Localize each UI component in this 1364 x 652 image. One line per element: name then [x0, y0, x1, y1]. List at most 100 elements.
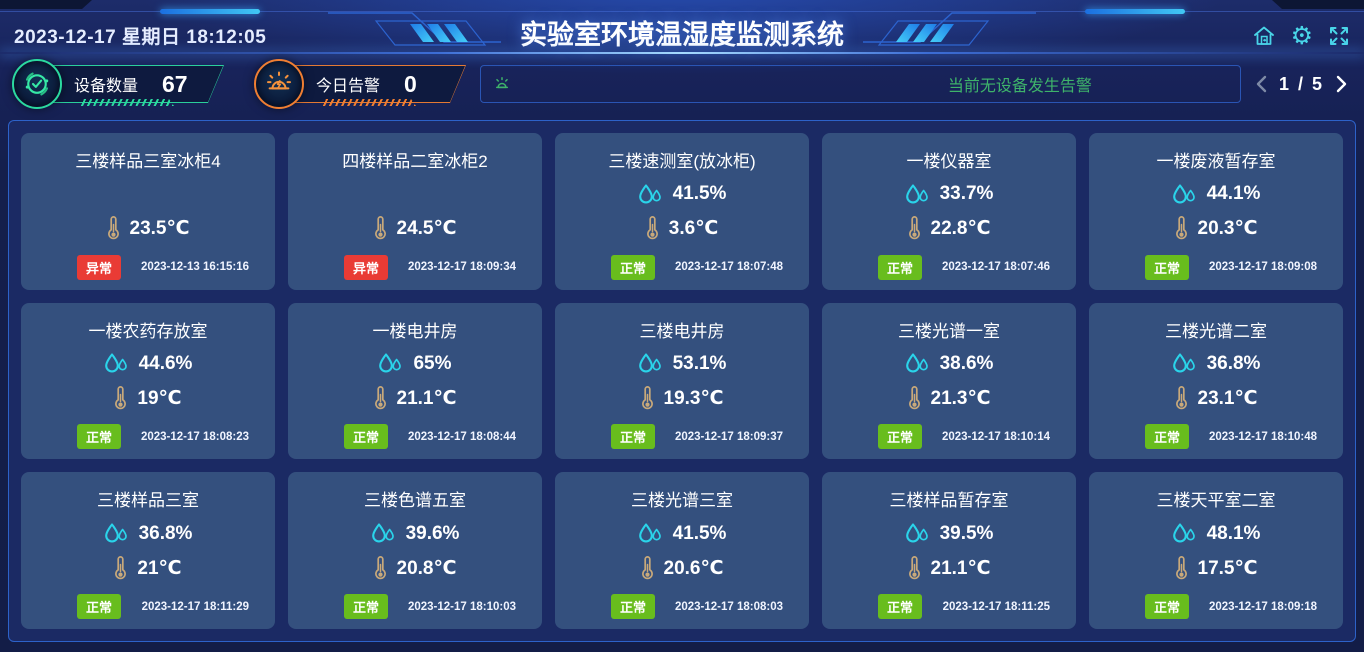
humidity-row: 38.6% [905, 352, 994, 375]
temperature-row: 21.3℃ [908, 386, 991, 411]
humidity-value: 53.1% [672, 352, 727, 374]
thermometer-icon [908, 386, 921, 411]
card-timestamp: 2023-12-17 18:10:14 [941, 430, 1050, 443]
temperature-value: 21℃ [137, 557, 182, 579]
humidity-value: 41.5% [672, 183, 727, 205]
card-body: 33.7% 22.8℃ [834, 172, 1064, 253]
card-footer: 正常 2023-12-17 18:07:48 [567, 254, 797, 280]
alarm-count-widget: 今日告警 0 [254, 59, 466, 109]
humidity-value: 48.1% [1206, 522, 1261, 544]
humidity-value: 44.1% [1206, 183, 1261, 205]
header-top-segment [1085, 9, 1185, 14]
device-card[interactable]: 一楼仪器室 33.7% 2 [822, 133, 1076, 290]
home-icon[interactable] [1252, 24, 1276, 47]
device-card[interactable]: 三楼电井房 53.1% 1 [555, 302, 809, 460]
card-body: 36.8% 21℃ [33, 511, 263, 592]
device-card[interactable]: 一楼电井房 65% 21. [288, 302, 542, 460]
humidity-value: 36.8% [1206, 352, 1261, 374]
card-title: 三楼速测室(放冰柜) [608, 152, 756, 171]
page-indicator: 1 / 5 [1278, 73, 1324, 94]
card-footer: 正常 2023-12-17 18:07:46 [834, 254, 1064, 280]
card-timestamp: 2023-12-17 18:11:29 [141, 600, 249, 613]
humidity-value: 44.6% [138, 352, 193, 374]
card-title: 一楼农药存放室 [88, 321, 208, 341]
thermometer-icon [908, 216, 921, 241]
status-badge: 正常 [1145, 594, 1190, 619]
temperature-value: 21.1℃ [930, 557, 991, 579]
device-card[interactable]: 三楼样品三室 36.8% [21, 472, 275, 629]
gear-icon[interactable]: ⚙ [1290, 21, 1313, 50]
temperature-value: 20.6℃ [663, 557, 724, 579]
device-card[interactable]: 三楼光谱三室 41.5% [555, 472, 809, 629]
humidity-value: 41.5% [672, 522, 727, 544]
card-footer: 正常 2023-12-17 18:10:14 [834, 424, 1064, 450]
humidity-row: 36.8% [1172, 352, 1261, 375]
temperature-row: 17.5℃ [1175, 555, 1258, 581]
status-badge: 正常 [344, 594, 389, 619]
thermometer-icon [908, 555, 921, 581]
card-footer: 正常 2023-12-17 18:08:23 [33, 424, 263, 450]
water-drops-icon [104, 353, 129, 374]
device-card[interactable]: 三楼速测室(放冰柜) 41.5% [555, 133, 809, 290]
thermometer-icon [374, 386, 387, 411]
device-card[interactable]: 三楼天平室二室 48.1% [1089, 472, 1343, 629]
humidity-value: 38.6% [939, 352, 994, 374]
status-badge: 正常 [611, 424, 656, 450]
device-card[interactable]: 三楼样品暂存室 39.5% [822, 472, 1076, 629]
device-card[interactable]: 一楼农药存放室 44.6% [21, 302, 275, 460]
alert-alarm-icon [493, 75, 511, 93]
card-timestamp: 2023-12-17 18:10:03 [407, 600, 516, 613]
title-flank-decoration [328, 12, 501, 46]
water-drops-icon [1172, 184, 1197, 205]
temperature-row: 20.8℃ [374, 555, 457, 581]
card-timestamp: 2023-12-17 18:09:08 [1208, 261, 1317, 274]
alert-message: 当前无设备发生告警 [947, 78, 1092, 95]
device-card[interactable]: 三楼光谱二室 36.8% [1089, 302, 1343, 460]
card-title: 三楼样品三室冰柜4 [75, 152, 221, 171]
water-drops-icon [1172, 523, 1197, 544]
card-body: 39.5% 21.1℃ [834, 511, 1064, 592]
temperature-row: 24.5℃ [374, 216, 457, 241]
device-card[interactable]: 一楼废液暂存室 44.1% [1089, 133, 1343, 290]
card-timestamp: 2023-12-17 18:08:23 [140, 430, 249, 443]
humidity-value: 36.8% [138, 522, 193, 544]
device-card[interactable]: 三楼样品三室冰柜4 23 [21, 133, 275, 290]
card-body: 38.6% 21.3℃ [834, 342, 1064, 423]
humidity-row: 41.5% [638, 522, 727, 545]
fullscreen-icon[interactable] [1328, 25, 1350, 47]
humidity-value: 39.5% [939, 522, 994, 544]
device-card[interactable]: 三楼光谱一室 38.6% [822, 302, 1076, 460]
water-drops-icon [638, 353, 663, 374]
prev-page-button[interactable] [1255, 75, 1267, 93]
thermometer-icon [374, 555, 387, 581]
humidity-value: 33.7% [939, 183, 994, 205]
water-drops-icon [378, 353, 403, 374]
card-title: 一楼仪器室 [906, 152, 992, 171]
temperature-row: 22.8℃ [908, 216, 991, 241]
status-badge: 正常 [878, 594, 923, 619]
humidity-row: 65% [378, 353, 452, 375]
temperature-row: 21.1℃ [908, 555, 991, 581]
status-badge: 正常 [878, 424, 923, 450]
water-drops-icon [1172, 353, 1197, 374]
status-badge: 正常 [77, 594, 122, 619]
alarm-count-value: 0 [404, 70, 417, 97]
card-title: 三楼光谱二室 [1165, 321, 1267, 341]
corner-decoration [1272, 0, 1364, 9]
humidity-row: 36.8% [104, 522, 193, 545]
card-body: 23.5℃ [33, 172, 263, 253]
thermometer-icon [107, 216, 120, 241]
card-timestamp: 2023-12-17 18:09:18 [1208, 600, 1317, 613]
card-footer: 正常 2023-12-17 18:11:25 [834, 594, 1064, 619]
next-page-button[interactable] [1336, 75, 1348, 93]
temperature-value: 23.5℃ [129, 218, 190, 240]
device-card[interactable]: 四楼样品二室冰柜2 24 [288, 133, 542, 290]
device-card[interactable]: 三楼色谱五室 39.6% [288, 472, 542, 629]
humidity-row: 39.6% [371, 523, 459, 545]
thermometer-icon [374, 216, 387, 241]
device-count-widget: 设备数量 67 [12, 59, 224, 109]
card-body: 48.1% 17.5℃ [1101, 511, 1331, 592]
card-body: 41.5% 20.6℃ [567, 511, 797, 592]
card-grid: 三楼样品三室冰柜4 23 [21, 133, 1343, 629]
temperature-row: 19℃ [114, 386, 182, 411]
